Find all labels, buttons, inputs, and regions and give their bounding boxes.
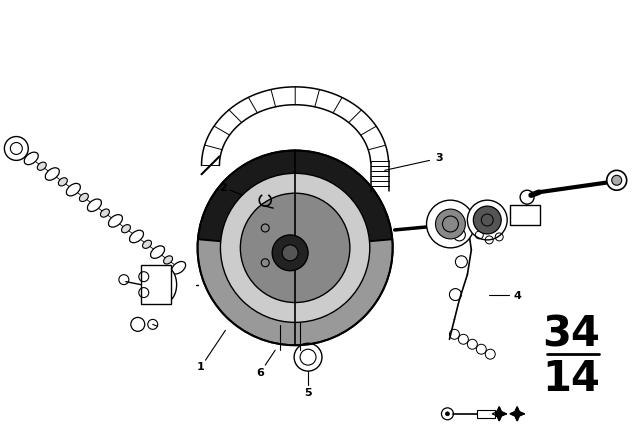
Polygon shape [492,407,506,421]
Circle shape [426,200,474,248]
Bar [477,410,495,418]
Ellipse shape [108,215,122,227]
Ellipse shape [122,224,131,233]
Ellipse shape [45,168,60,180]
Wedge shape [198,239,393,345]
Text: 1: 1 [196,362,204,372]
Wedge shape [198,151,392,248]
Ellipse shape [164,256,173,264]
Text: 5: 5 [304,388,312,398]
Ellipse shape [88,199,101,211]
Text: 34: 34 [542,313,600,355]
Ellipse shape [58,178,67,186]
Circle shape [467,200,507,240]
Ellipse shape [79,194,88,202]
Text: 4: 4 [513,291,521,301]
Circle shape [445,412,449,416]
Circle shape [607,170,627,190]
Circle shape [220,173,370,323]
Circle shape [474,206,501,234]
Ellipse shape [155,267,177,302]
Text: 6: 6 [257,368,264,378]
Bar [510,205,540,225]
Text: 2: 2 [220,183,227,193]
Circle shape [435,209,465,239]
Ellipse shape [143,240,152,248]
Circle shape [272,235,308,271]
Circle shape [4,137,28,160]
Circle shape [241,193,350,302]
Ellipse shape [129,230,143,243]
Circle shape [612,175,621,185]
Text: 14: 14 [542,358,600,400]
Ellipse shape [37,162,46,170]
Circle shape [282,245,298,261]
Polygon shape [510,407,524,421]
Ellipse shape [100,209,109,217]
Ellipse shape [150,246,164,258]
Ellipse shape [172,262,186,274]
Text: 3: 3 [436,153,444,164]
Bar [141,265,171,305]
Ellipse shape [67,183,81,196]
Ellipse shape [24,152,38,165]
